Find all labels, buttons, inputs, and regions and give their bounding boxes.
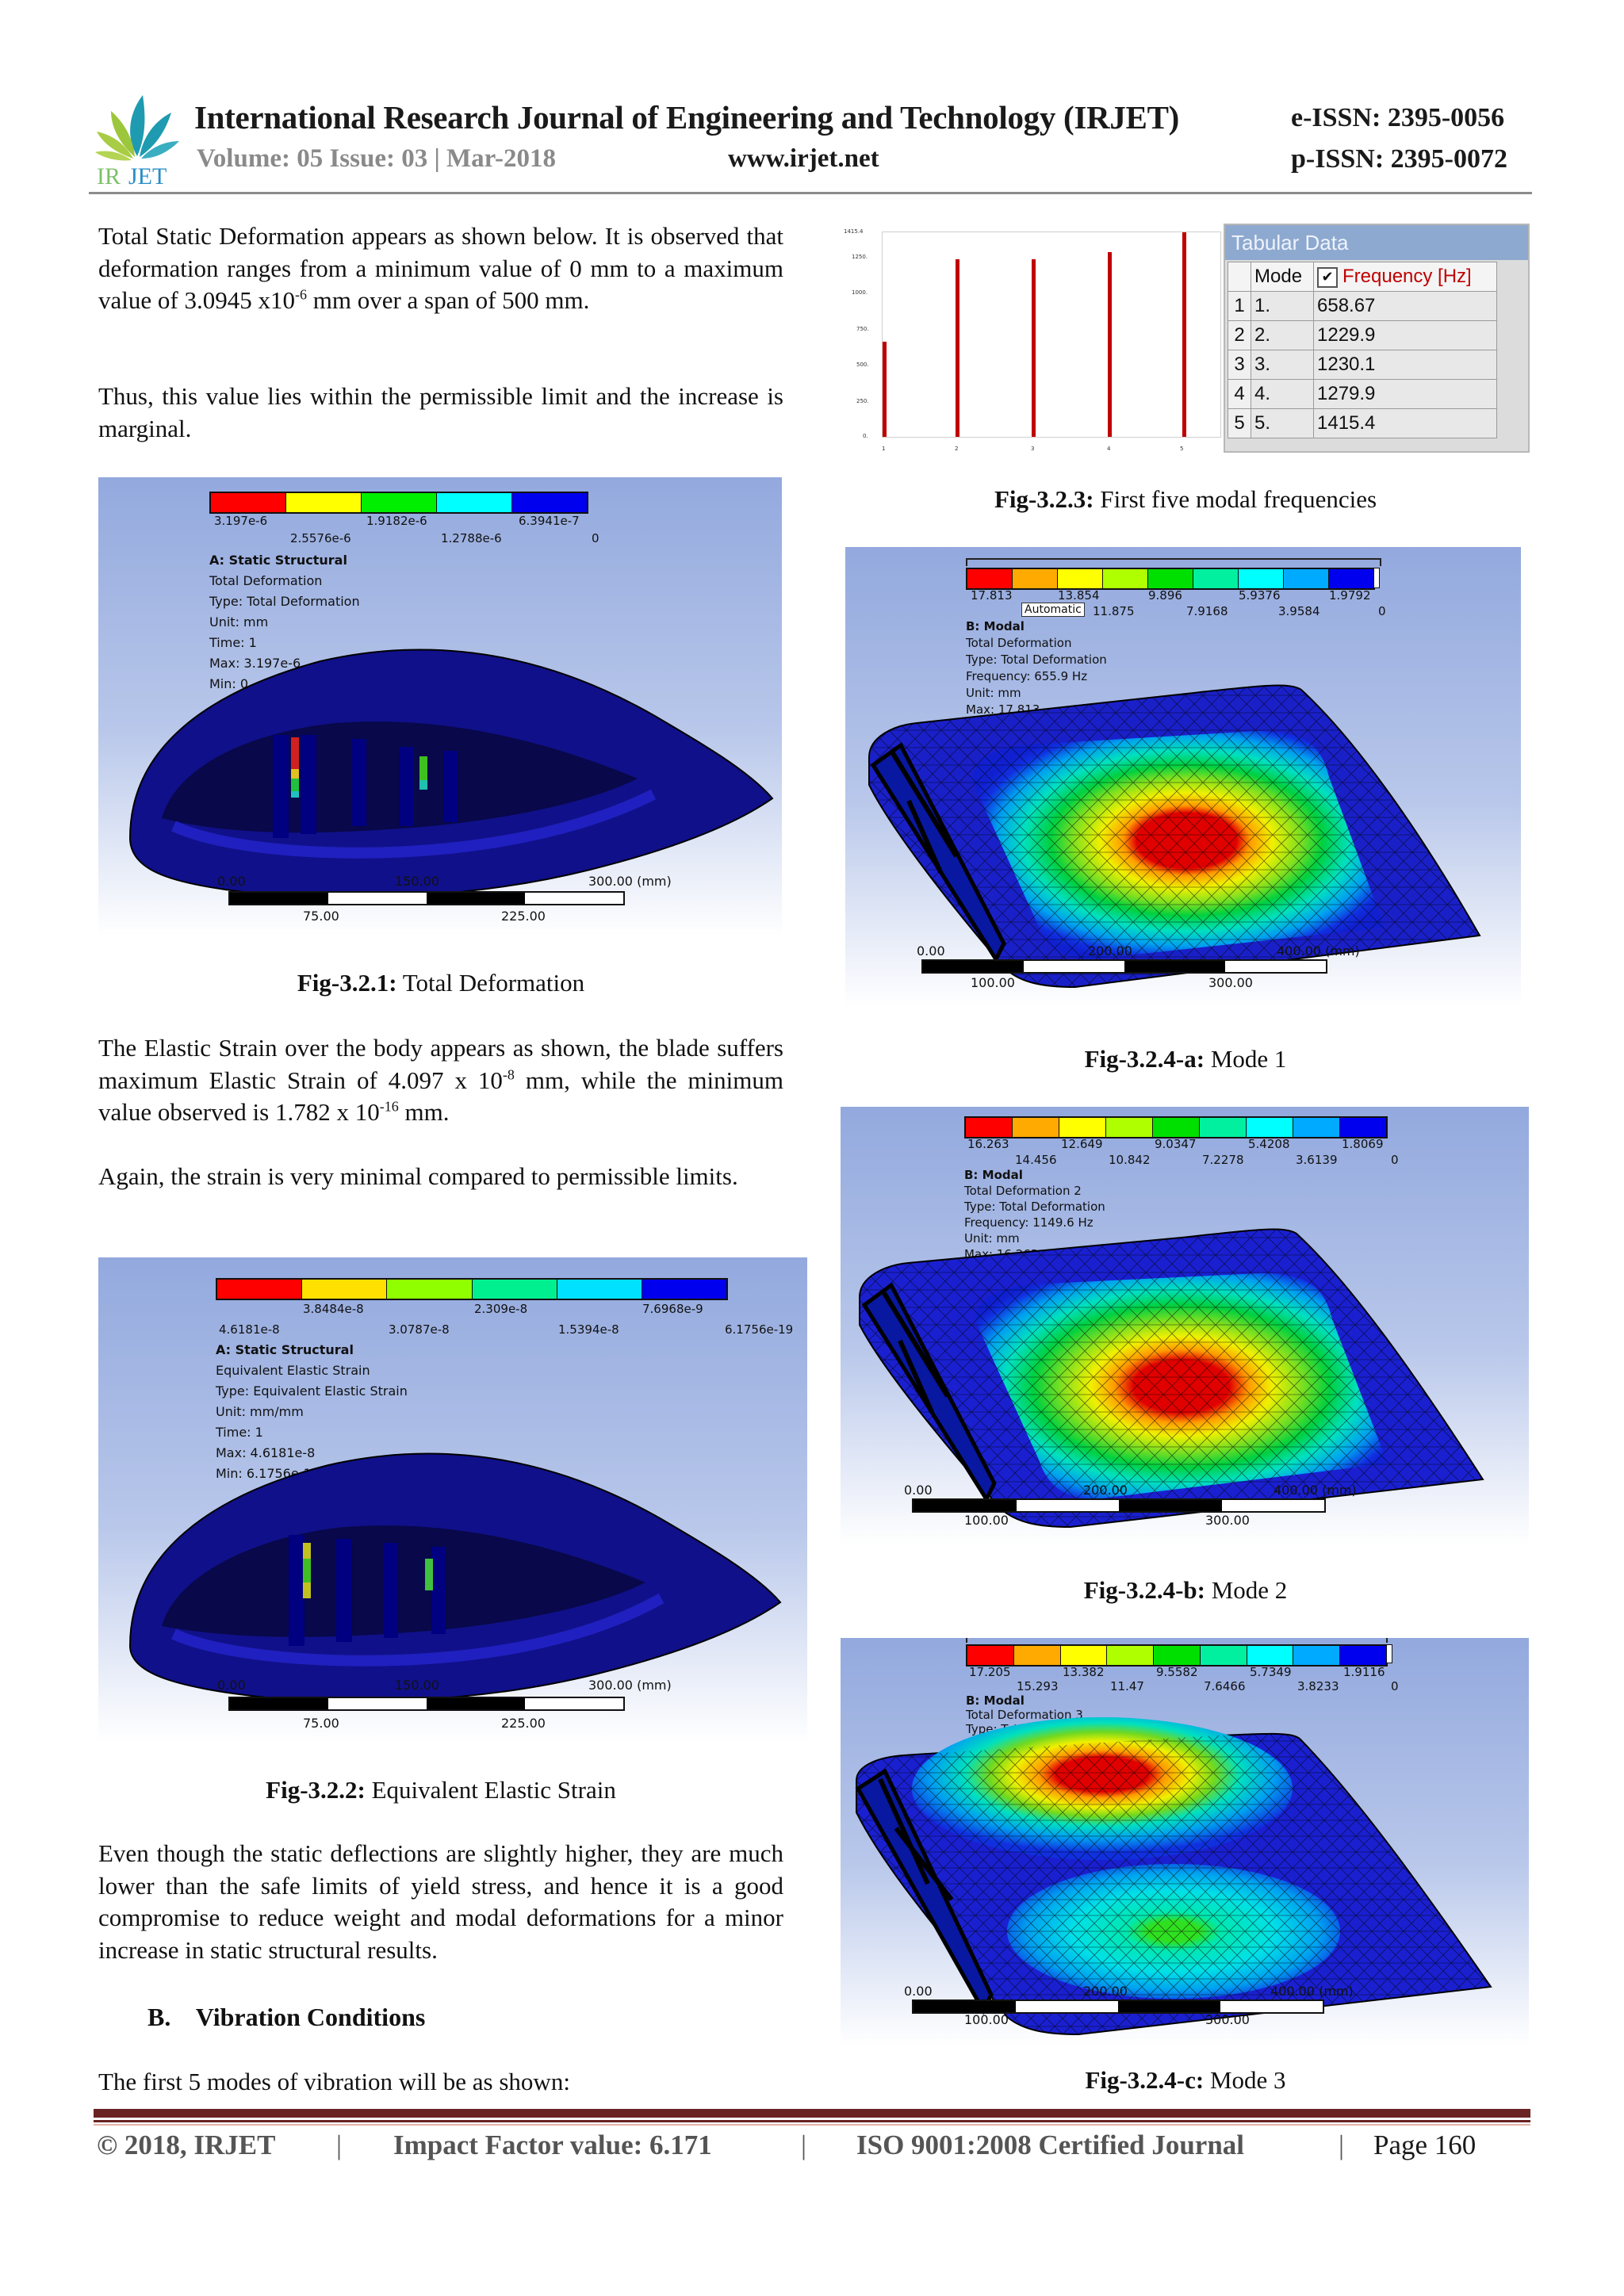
legend-label: 1.5394e-8 [558,1322,619,1337]
blade-mode-shape-3 [855,1717,1492,2036]
blade-mode-shape-1 [868,684,1481,989]
figure-equivalent-elastic-strain: 3.8484e-8 2.309e-8 7.6968e-9 4.6181e-8 3… [98,1257,807,1743]
footer-separator: | [336,2130,343,2160]
column-header-frequency: ✔ Frequency [Hz] [1313,262,1497,292]
irjet-logo: IR JET [94,89,181,189]
legend-label: 6.1756e-19 [725,1322,794,1337]
website-link[interactable]: www.irjet.net [728,144,879,173]
paragraph-permissible-limit: Thus, this value lies within the permiss… [98,382,783,442]
modal-frequency-chart: 1415.4 1250. 1000. 750. 500. 250. 0. 1 2… [841,222,1221,460]
footer-divider [94,2124,1530,2126]
bar-mode-3 [1032,259,1036,437]
paragraph-modes: The first 5 modes of vibration will be a… [98,2068,570,2095]
p-issn: p-ISSN: 2395-0072 [1291,144,1507,174]
bar-mode-1 [883,342,887,437]
figure-caption: Fig-3.2.1: Total Deformation [297,969,585,997]
result-info: A: Static Structural Equivalent Elastic … [216,1342,408,1481]
figure-caption: Fig-3.2.2: Equivalent Elastic Strain [266,1776,616,1804]
table-row: 1 1. 658.67 [1228,291,1497,321]
figure-total-deformation: 3.197e-6 1.9182e-6 6.3941e-7 2.5576e-6 1… [98,477,782,936]
figure-mode-3: 17.205 13.382 9.5582 5.7349 1.9116 15.29… [841,1638,1529,2045]
bar-mode-2 [956,259,959,437]
footer-divider [94,2120,1530,2122]
footer-separator: | [801,2130,807,2160]
table-row: 4 4. 1279.9 [1228,379,1497,409]
result-info: A: Static Structural Total Deformation T… [209,553,360,691]
frequency-checkbox[interactable]: ✔ [1317,266,1338,288]
legend-label: 6.3941e-7 [519,514,580,528]
table-row: 3 3. 1230.1 [1228,350,1497,380]
legend-label: 3.8484e-8 [303,1302,364,1316]
bar-mode-5 [1182,232,1186,437]
footer-separator: | [1339,2130,1345,2160]
blade-mode-shape-2 [859,1228,1484,1529]
legend-label: 4.6181e-8 [219,1322,280,1337]
header-divider [89,192,1532,194]
figure-mode-1: 17.813 13.854 9.896 5.9376 1.9792 Automa… [845,547,1521,1007]
table-row: 5 5. 1415.4 [1228,408,1497,438]
blade-mesh-model [128,1452,782,1703]
column-header-mode: Mode [1251,262,1314,292]
svg-text:JET: JET [128,163,167,188]
color-legend [966,568,1375,590]
legend-label: 2.5576e-6 [290,531,351,545]
color-legend [209,492,588,514]
figure-caption: Fig-3.2.4-c: Mode 3 [1085,2066,1286,2094]
footer-copyright: © 2018, IRJET [97,2130,276,2160]
tabular-data-title: Tabular Data [1225,225,1528,260]
figure-mode-2: 16.263 12.649 9.0347 5.4208 1.8069 14.45… [841,1107,1529,1544]
footer-divider [94,2109,1530,2118]
paragraph-deflections: Even though the static deflections are s… [98,1839,783,1964]
tabular-data-panel: Tabular Data Mode ✔ Frequency [Hz] 1 1. 6… [1224,224,1530,453]
journal-title: International Research Journal of Engine… [194,99,1179,136]
footer-impact-factor: Impact Factor value: 6.171 [393,2130,712,2160]
legend-label: 7.6968e-9 [642,1302,703,1316]
volume-issue: Volume: 05 Issue: 03 | Mar-2018 [197,144,557,173]
table-row: 2 2. 1229.9 [1228,320,1497,350]
legend-label: 3.0787e-8 [389,1322,450,1337]
page-number: Page 160 [1373,2130,1477,2160]
paragraph-static-deformation: Total Static Deformation appears as show… [98,222,783,314]
automatic-tooltip: Automatic [1021,603,1085,617]
color-legend [966,1644,1388,1667]
color-legend [964,1116,1388,1138]
paragraph-strain-minimal: Again, the strain is very minimal compar… [98,1162,738,1190]
figure-caption: Fig-3.2.4-a: Mode 1 [1084,1045,1287,1073]
blade-mesh-model [128,649,774,899]
section-heading-vibration: B. Vibration Conditions [147,2003,426,2031]
paragraph-elastic-strain: The Elastic Strain over the body appears… [98,1034,783,1126]
legend-label: 1.2788e-6 [441,531,502,545]
svg-text:IR: IR [97,163,121,188]
e-issn: e-ISSN: 2395-0056 [1291,103,1505,132]
figure-caption: Fig-3.2.4-b: Mode 2 [1083,1576,1288,1604]
legend-label: 3.197e-6 [214,514,268,528]
legend-label: 1.9182e-6 [366,514,427,528]
frequency-table: Mode ✔ Frequency [Hz] 1 1. 658.67 2 2. 12… [1228,262,1497,438]
legend-label: 0 [592,531,599,545]
color-legend [216,1278,728,1300]
legend-label: 2.309e-8 [474,1302,528,1316]
bar-mode-4 [1108,252,1112,437]
footer-iso: ISO 9001:2008 Certified Journal [856,2130,1245,2160]
figure-caption: Fig-3.2.3: First five modal frequencies [994,485,1377,513]
chart-plot-area [882,232,1221,438]
